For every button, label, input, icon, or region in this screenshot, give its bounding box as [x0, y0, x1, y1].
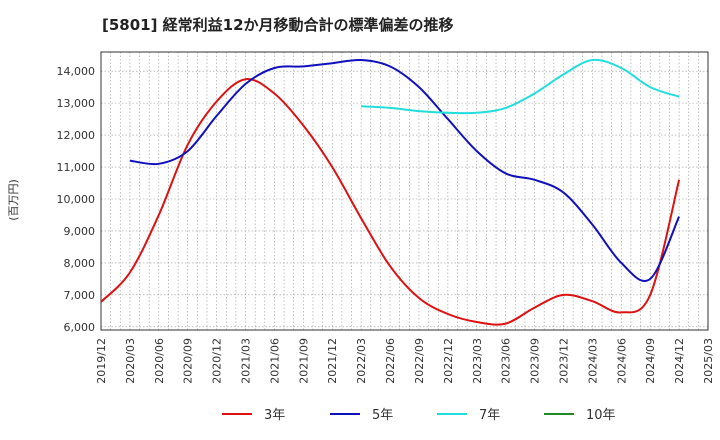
- chart-title: [5801] 経常利益12か月移動合計の標準偏差の推移: [102, 16, 454, 34]
- y-tick-label: 13,000: [57, 97, 96, 110]
- plot-background: [101, 52, 708, 330]
- x-tick-label: 2022/09: [413, 338, 426, 384]
- x-tick-label: 2022/03: [355, 338, 368, 384]
- plot-area: 6,000 7,000 8,000 9,000 10,000 11,000 12,000 13…: [57, 51, 715, 384]
- x-tick-label: 2021/12: [326, 338, 339, 384]
- y-tick-label: 10,000: [57, 193, 96, 206]
- legend-label: 7年: [479, 408, 500, 423]
- x-tick-label: 2020/12: [211, 338, 224, 384]
- x-tick-label: 2024/09: [644, 338, 657, 384]
- y-tick-label: 9,000: [64, 225, 96, 238]
- x-tick-label: 2019/12: [95, 338, 108, 384]
- x-tick-label: 2020/06: [153, 338, 166, 384]
- x-tick-label: 2021/06: [268, 338, 281, 384]
- plot-frame: [100, 51, 709, 331]
- series-line-3: [361, 58, 680, 115]
- legend-label: 3年: [264, 408, 285, 423]
- x-tick-label: 2020/09: [182, 338, 195, 384]
- x-tick-label: 2024/06: [615, 338, 628, 384]
- x-tick-label: 2023/09: [529, 338, 542, 384]
- x-tick-label: 2023/06: [500, 338, 513, 384]
- y-tick-label: 6,000: [64, 321, 96, 334]
- x-tick-label: 2022/12: [442, 338, 455, 384]
- legend-label: 10年: [586, 408, 616, 423]
- y-tick-label: 12,000: [57, 129, 96, 142]
- x-tick-label: 2025/03: [702, 338, 715, 384]
- x-tick-label: 2024/12: [673, 338, 686, 384]
- x-tick-label: 2023/12: [557, 338, 570, 384]
- y-axis-label: (百万円): [7, 179, 20, 221]
- legend-label: 5年: [372, 408, 393, 423]
- y-tick-label: 11,000: [57, 161, 96, 174]
- y-tick-label: 7,000: [64, 289, 96, 302]
- series-line-2: [129, 58, 681, 282]
- x-tick-label: 2020/03: [124, 338, 137, 384]
- x-tick-label: 2023/03: [471, 338, 484, 384]
- series-line-1: [100, 78, 681, 326]
- x-tick-label: 2021/03: [240, 338, 253, 384]
- y-tick-label: 8,000: [64, 257, 96, 270]
- x-tick-label: 2024/03: [586, 338, 599, 384]
- legend: 3年 5年 7年 10年: [222, 408, 616, 423]
- x-tick-label: 2021/09: [297, 338, 310, 384]
- x-tick-label: 2022/06: [384, 338, 397, 384]
- y-tick-label: 14,000: [57, 65, 96, 78]
